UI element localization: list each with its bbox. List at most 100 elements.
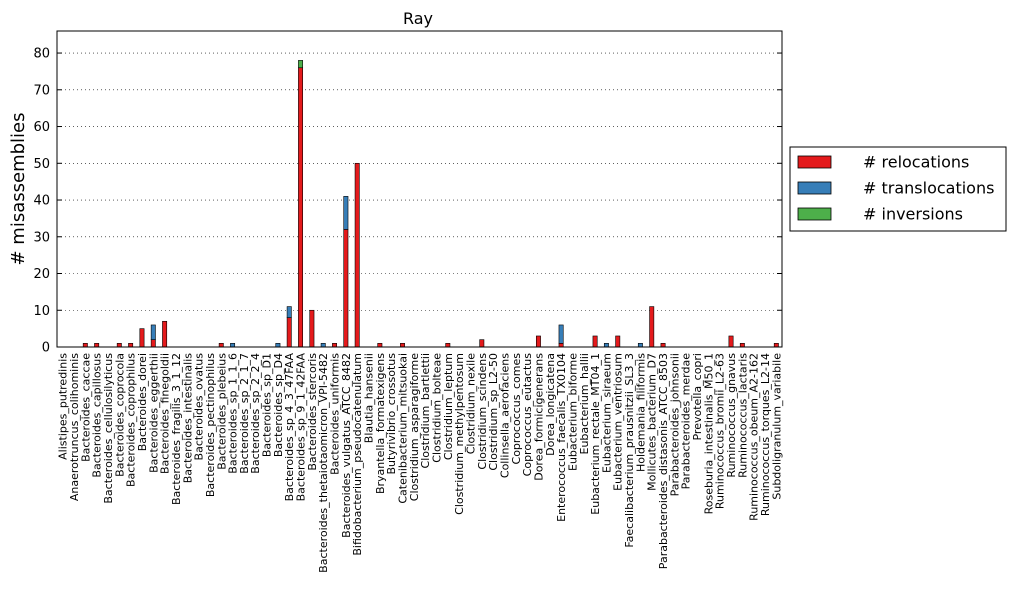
y-tick-label: 20 xyxy=(33,267,50,282)
legend-swatch xyxy=(797,181,832,195)
x-tick-label: Bacteroides_stercoris xyxy=(306,353,319,471)
x-tick-label: Ruminococcus_obeum_A2-162 xyxy=(748,353,761,521)
x-tick-label: Eubacterium_siraeum xyxy=(600,353,613,473)
y-tick-label: 80 xyxy=(33,47,50,62)
x-tick-label: Bacteroides_vulgatus_ATCC_8482 xyxy=(340,353,353,538)
bar-segment xyxy=(298,67,304,348)
x-tick-label: Bacteroides_sp_D4 xyxy=(272,353,285,457)
x-tick-label: Bacteroides_sp_2_2_4 xyxy=(249,353,262,474)
x-tick-label: Coprococcus_eutactus xyxy=(521,353,534,477)
x-tick-label: Bacteroides_sp_2_1_7 xyxy=(238,353,251,474)
bar-segment xyxy=(445,343,451,348)
x-tick-label: Bacteroides_finegoldii xyxy=(159,353,172,474)
x-tick-label: Parabacteroides_merdae xyxy=(680,353,693,490)
x-tick-label: Faecalibacterium_prausnitzii_SL3_3 xyxy=(623,353,636,548)
x-tick-label: Parabacteroides_johnsonii xyxy=(668,353,681,496)
x-tick-label: Bacteroides_eggerthii xyxy=(147,353,160,473)
y-axis-ticks: 0 10 20 30 40 50 60 70 80 xyxy=(33,47,782,356)
x-tick-label: Bacteroides_fragilis_3_1_12 xyxy=(170,353,183,505)
x-tick-label: Ruminococcus_gnavus xyxy=(725,353,738,478)
bar-segment xyxy=(400,343,405,348)
bar-segment xyxy=(275,343,281,348)
bar-segment xyxy=(354,162,360,348)
grid-lines xyxy=(57,52,782,348)
plot-area-frame xyxy=(56,30,783,348)
x-tick-label: Bacteroides_coprocola xyxy=(113,353,126,477)
bar-segment xyxy=(230,343,236,348)
legend-label: # relocations xyxy=(863,153,969,172)
bar-segment xyxy=(298,60,304,69)
bar-segment xyxy=(558,343,564,348)
chart-title: Ray xyxy=(403,9,433,28)
x-tick-label: Bacteroides_cellulosilyticus xyxy=(102,353,115,504)
y-tick-label: 30 xyxy=(33,230,50,245)
x-tick-label: Ruminococcus_lactaris xyxy=(736,353,749,478)
bar-segment xyxy=(309,309,315,348)
x-tick-label: Coprococcus_comes xyxy=(510,353,523,465)
legend-swatch xyxy=(797,155,832,169)
bar-segment xyxy=(592,335,598,348)
x-tick-label: Eubacterium_rectale_MT04_1 xyxy=(589,353,602,515)
x-tick-label: Anaerotruncus_colihominis xyxy=(68,353,81,501)
bar-segment xyxy=(739,343,745,348)
bar-segment xyxy=(637,343,643,348)
bar-segment xyxy=(615,335,621,348)
legend-label: # translocations xyxy=(863,179,994,198)
bar-segment xyxy=(286,306,292,318)
x-tick-label: Prevotella_copri xyxy=(691,353,704,441)
x-tick-label: Collinsella_aerofaciens xyxy=(498,353,511,478)
x-tick-label: Bacteroides_pectinophilus xyxy=(204,353,217,497)
bars-group xyxy=(82,60,779,348)
x-tick-label: Bacteroides_sp_9_1_42FAA xyxy=(295,353,308,502)
bar-segment xyxy=(535,335,541,348)
x-tick-label: Clostridium_nexile xyxy=(464,353,477,454)
bar-segment xyxy=(150,324,156,340)
x-tick-label: Bacteroides_intestinalis xyxy=(181,353,194,483)
y-tick-label: 50 xyxy=(33,157,50,172)
x-tick-label: Bacteroides_sp_1_1_6 xyxy=(227,353,240,474)
bar-segment xyxy=(116,343,122,348)
x-tick-label: Catenibacterium_mitsuokai xyxy=(397,353,410,504)
bar-segment xyxy=(558,324,564,344)
y-tick-label: 0 xyxy=(42,341,50,356)
x-tick-label: Bifidobacterium_pseudocatenulatum xyxy=(351,353,364,556)
x-axis-ticks: Alistipes_putredinisAnaerotruncus_coliho… xyxy=(57,353,784,573)
bar-segment xyxy=(286,317,292,348)
y-tick-label: 70 xyxy=(33,83,50,98)
bar-segment xyxy=(162,320,168,348)
x-tick-label: Clostridium_bolteae xyxy=(430,353,443,463)
bar-segment xyxy=(728,335,734,348)
x-tick-label: Blautia_hansenii xyxy=(363,353,376,443)
bar-segment xyxy=(82,343,88,348)
x-tick-label: Dorea_longicatena xyxy=(544,353,557,456)
x-tick-label: Ruminococcus_torques_L2-14 xyxy=(759,353,772,516)
x-tick-label: Clostridium_leptum xyxy=(442,353,455,460)
x-tick-label: Clostridium_bartlettii xyxy=(419,353,432,468)
y-tick-label: 10 xyxy=(33,304,50,319)
x-tick-label: Bacteroides_capillosus xyxy=(91,353,104,478)
bar-segment xyxy=(343,196,349,230)
x-tick-label: Eubacterium_hallii xyxy=(578,353,591,454)
x-tick-label: Bryantella_formatexigens xyxy=(374,353,387,494)
x-tick-label: Eubacterium_biforme xyxy=(566,353,579,471)
bar-segment xyxy=(128,343,134,348)
x-tick-label: Roseburia_intestinalis_M50_1 xyxy=(702,353,715,514)
x-tick-label: Bacteroides_uniformis xyxy=(329,353,342,475)
x-tick-label: Bacteroides_ovatus xyxy=(193,353,206,461)
x-tick-label: Mollicutes_bacterium_D7 xyxy=(646,353,659,491)
x-tick-label: Ruminococcus_bromii_L2-63 xyxy=(714,353,727,509)
x-tick-label: Clostridium_scindens xyxy=(476,353,489,470)
y-tick-label: 40 xyxy=(33,194,50,209)
x-tick-label: Bacteroides_dorei xyxy=(136,353,149,451)
x-tick-label: Alistipes_putredinis xyxy=(57,353,70,460)
bar-segment xyxy=(479,339,485,348)
x-tick-label: Clostridium_asparagiforme xyxy=(408,353,421,501)
bar-segment xyxy=(218,343,224,348)
legend: # relocations # translocations # inversion… xyxy=(789,146,1007,232)
bar-segment xyxy=(773,343,779,348)
x-tick-label: Enterococcus_faecalis_TX0104 xyxy=(555,353,568,522)
x-tick-label: Clostridium_methylpentosum xyxy=(453,353,466,515)
x-tick-label: Clostridium_sp_L2-50 xyxy=(487,353,500,471)
x-tick-label: Dorea_formicigenerans xyxy=(532,353,545,481)
